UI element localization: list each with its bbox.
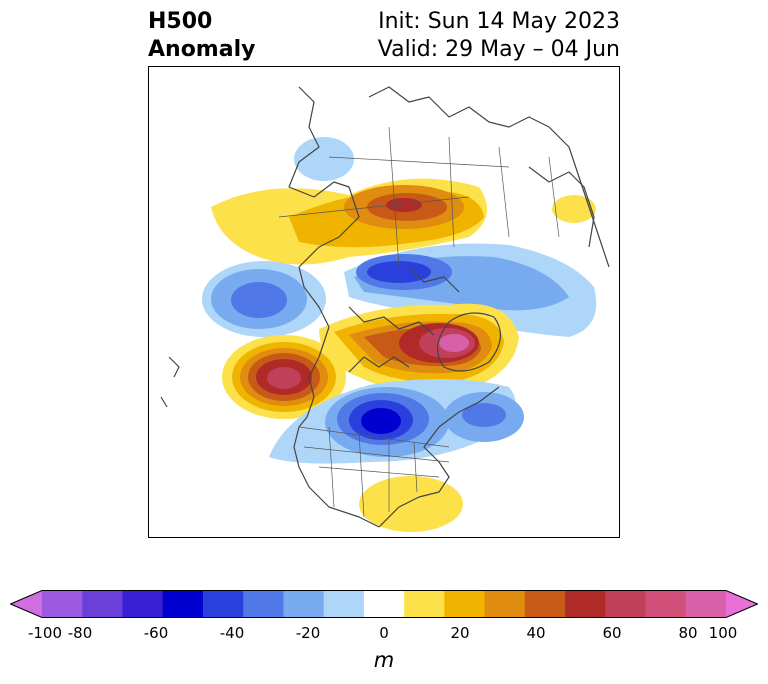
colorbar-extend-max	[726, 590, 758, 618]
negative-anomaly-great-lakes	[269, 378, 516, 464]
negative-anomaly-alaska-north	[294, 137, 354, 181]
colorbar-unit-label: m	[373, 648, 395, 672]
title-line-2: Anomaly	[148, 37, 256, 62]
colorbar-segment	[323, 590, 365, 618]
colorbar-segment	[685, 590, 727, 618]
colorbar-segment	[605, 590, 647, 618]
colorbar-tick-label: 80	[678, 624, 698, 642]
title-line-1: H500	[148, 9, 213, 34]
coastlines	[160, 86, 610, 528]
colorbar-svg	[9, 590, 759, 618]
political-borders	[278, 126, 560, 518]
colorbar-tick-label: 60	[602, 624, 622, 642]
map-svg	[160, 86, 610, 532]
colorbar-tick-label: -40	[219, 624, 245, 642]
colorbar-segment	[82, 590, 123, 618]
colorbar-segment	[444, 590, 486, 618]
positive-anomaly-southeast-us	[359, 476, 463, 532]
forecast-dates: Init: Sun 14 May 2023 Valid: 29 May – 04…	[378, 8, 620, 64]
colorbar-tick-label: 20	[450, 624, 470, 642]
colorbar-tick-label: 0	[379, 624, 389, 642]
colorbar-segment	[42, 590, 83, 618]
init-date-text: Init: Sun 14 May 2023	[378, 9, 620, 34]
colorbar-tick-label: 100	[708, 624, 738, 642]
colorbar-segment	[404, 590, 445, 618]
colorbar-segment	[484, 590, 526, 618]
map-title: H500 Anomaly	[148, 8, 255, 64]
colorbar	[9, 590, 759, 618]
colorbar-extend-min	[10, 590, 42, 618]
colorbar-segment	[283, 590, 325, 618]
negative-anomaly-north-pacific	[202, 261, 326, 337]
colorbar-tick-label: -60	[143, 624, 169, 642]
colorbar-tick-label: -100	[27, 624, 63, 642]
colorbar-segment	[363, 590, 405, 618]
colorbar-segment	[243, 590, 284, 618]
colorbar-segment	[202, 590, 244, 618]
positive-anomaly-bering	[552, 195, 596, 223]
negative-anomaly-arctic-ocean	[344, 243, 597, 337]
anomaly-map	[148, 66, 620, 538]
negative-anomaly-north-atlantic	[444, 392, 524, 442]
colorbar-tick-label: -20	[295, 624, 321, 642]
colorbar-segment	[524, 590, 566, 618]
colorbar-outline	[9, 590, 759, 618]
colorbar-segment	[565, 590, 606, 618]
colorbar-segment	[122, 590, 164, 618]
colorbar-segment	[645, 590, 687, 618]
valid-date-text: Valid: 29 May – 04 Jun	[377, 37, 620, 62]
colorbar-segment	[162, 590, 204, 618]
colorbar-tick-label: 40	[526, 624, 546, 642]
colorbar-tick-label: -80	[67, 624, 93, 642]
positive-anomaly-northeast-pacific	[222, 335, 346, 419]
